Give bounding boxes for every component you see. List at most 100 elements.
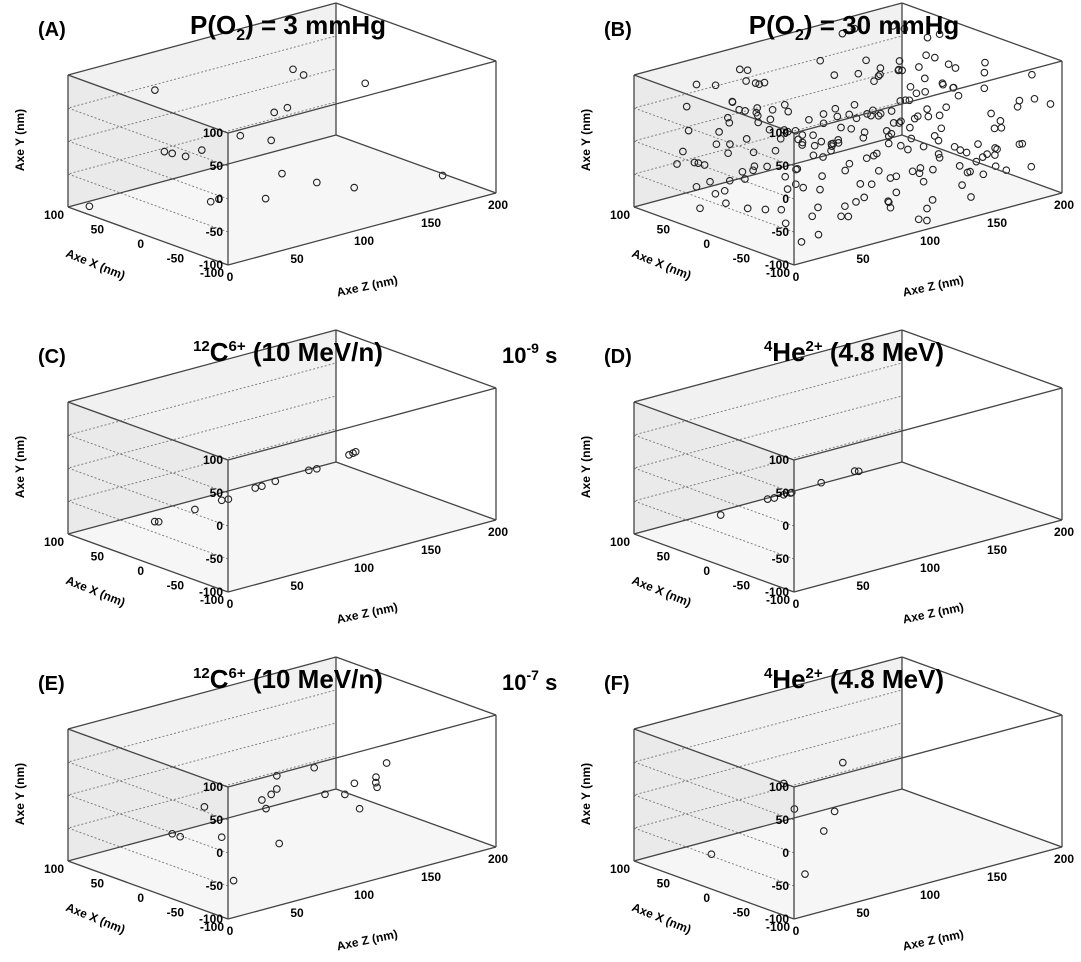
box-edge — [67, 329, 337, 403]
data-point — [819, 119, 828, 128]
data-point — [85, 202, 94, 211]
data-point — [770, 494, 779, 502]
y-axis-label: Axe Y (nm) — [13, 436, 27, 498]
y-tick-label: -50 — [206, 552, 224, 566]
data-point — [887, 107, 896, 115]
y-tick-label: 0 — [216, 192, 223, 206]
data-point — [275, 839, 284, 848]
data-point — [935, 111, 944, 120]
data-point — [345, 451, 353, 459]
box-edge — [793, 519, 1063, 593]
y-tick-label: 100 — [769, 780, 789, 794]
data-point — [673, 160, 681, 168]
panel-letter: (D) — [604, 346, 632, 368]
data-point — [930, 53, 939, 62]
data-point — [847, 124, 856, 133]
data-point — [934, 136, 943, 145]
data-point — [750, 162, 759, 171]
data-point — [867, 180, 876, 189]
floor — [68, 135, 496, 265]
data-point — [805, 115, 813, 124]
data-point — [928, 196, 937, 204]
y-gridline — [66, 755, 337, 887]
y-tick-label: 100 — [769, 453, 789, 467]
data-point — [874, 111, 883, 120]
data-point — [874, 72, 883, 80]
data-point — [716, 511, 725, 519]
data-point — [809, 151, 818, 160]
y-tick-label: -100 — [199, 258, 223, 272]
z-tick-label: 150 — [987, 216, 1007, 230]
z-tick-label: 50 — [290, 906, 304, 920]
data-point — [996, 117, 1005, 125]
z-tick-label: 200 — [488, 525, 508, 539]
data-point — [837, 212, 845, 221]
data-point — [915, 63, 923, 71]
data-point — [910, 114, 919, 123]
data-point — [679, 147, 687, 156]
x-tick-label: -50 — [167, 252, 185, 266]
box-edge — [67, 860, 229, 920]
x-tick-label: 100 — [44, 535, 64, 549]
y-tick-label: -100 — [199, 585, 223, 599]
x-tick-label: 100 — [44, 208, 64, 222]
data-point — [755, 80, 764, 89]
data-point — [904, 145, 912, 154]
box-edge — [335, 2, 497, 62]
data-point — [819, 110, 828, 118]
data-point — [289, 65, 297, 74]
data-point — [781, 219, 790, 228]
y-tick-label: 50 — [210, 159, 224, 173]
data-point — [854, 69, 863, 78]
data-point — [341, 790, 349, 799]
data-point — [838, 758, 847, 767]
z-tick-label: 100 — [354, 888, 374, 902]
box-edge — [227, 192, 497, 266]
y-tick-label: 50 — [776, 159, 790, 173]
data-point — [983, 150, 991, 158]
data-point — [818, 172, 826, 180]
y-tick-label: 100 — [203, 453, 223, 467]
data-point — [181, 152, 190, 161]
z-tick-label: 100 — [920, 561, 940, 575]
box-edge — [67, 788, 337, 862]
z-tick-label: 0 — [227, 270, 234, 284]
data-point — [979, 170, 988, 179]
panel-letter: (A) — [38, 19, 66, 41]
data-point — [776, 134, 785, 143]
row-time-2: 10-7 s — [502, 667, 557, 695]
x-tick-label: 0 — [703, 564, 710, 578]
data-point — [760, 78, 769, 87]
data-point — [870, 77, 878, 86]
box-edge — [901, 788, 1063, 848]
x-tick-label: 50 — [91, 877, 105, 891]
data-point — [974, 140, 982, 148]
data-point — [967, 193, 975, 201]
box-edge — [335, 134, 497, 194]
data-point — [168, 149, 177, 158]
z-tick-label: 0 — [227, 924, 234, 938]
data-point — [176, 832, 185, 841]
data-point — [990, 124, 999, 133]
data-point — [780, 126, 789, 134]
y-gridline — [66, 689, 337, 821]
z-tick-label: 200 — [488, 852, 508, 866]
data-point — [919, 177, 928, 186]
data-point — [154, 517, 163, 526]
data-point — [869, 151, 878, 160]
x-tick-label: 100 — [610, 208, 630, 222]
y-gridline — [632, 722, 903, 854]
box-edge — [901, 329, 1063, 389]
data-point — [862, 154, 871, 163]
data-point — [1028, 70, 1036, 79]
x-tick-label: 0 — [703, 891, 710, 905]
data-point — [841, 166, 850, 175]
box-edge — [901, 134, 1063, 194]
y-gridline — [632, 362, 903, 494]
data-point — [850, 467, 859, 475]
data-point — [939, 80, 947, 89]
box-edge — [67, 401, 229, 461]
data-point — [272, 771, 281, 780]
data-point — [229, 876, 238, 885]
y-gridline — [66, 395, 337, 527]
